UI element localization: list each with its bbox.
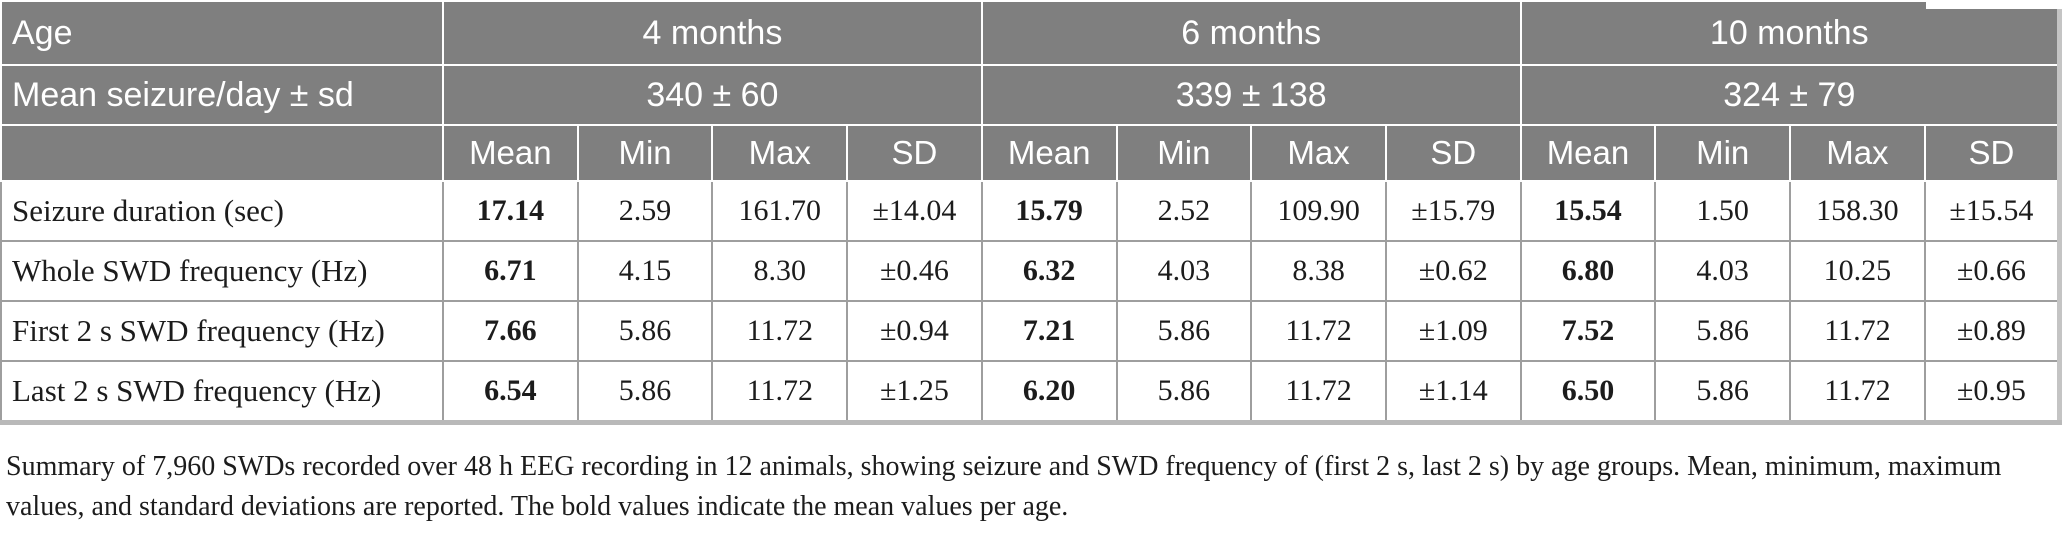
table-cell: ±15.54 <box>1923 180 2061 242</box>
col-header-max-4m: Max <box>711 124 849 182</box>
col-header-mean-10m: Mean <box>1519 124 1657 182</box>
table-row: First 2 s SWD frequency (Hz) 7.66 5.86 1… <box>0 300 2061 362</box>
table-cell: 11.72 <box>1250 360 1387 424</box>
table-cell: 5.86 <box>1115 300 1253 362</box>
table-cell: ±0.89 <box>1923 300 2061 362</box>
col-header-max-10m: Max <box>1789 124 1926 182</box>
stat-header-row: Mean Min Max SD Mean Min Max SD Mean Min… <box>0 124 2061 182</box>
table-cell: 7.21 <box>980 300 1118 362</box>
col-header-sd-6m: SD <box>1384 124 1522 182</box>
table-cell: 4.03 <box>1115 240 1253 302</box>
table-cell: 11.72 <box>1789 300 1926 362</box>
mean-seizure-6-months: 339 ± 138 <box>980 64 1522 126</box>
table-cell: ±1.25 <box>846 360 983 424</box>
table-corner-artifact <box>1926 0 2068 9</box>
table-cell: 8.30 <box>711 240 849 302</box>
mean-seizure-label-cell: Mean seizure/day ± sd <box>0 64 444 126</box>
table-cell: 15.79 <box>980 180 1118 242</box>
table-cell: 11.72 <box>1789 360 1926 424</box>
mean-seizure-4-months: 340 ± 60 <box>442 64 983 126</box>
table-cell: ±0.66 <box>1923 240 2061 302</box>
table-cell: 11.72 <box>711 300 849 362</box>
table-caption: Summary of 7,960 SWDs recorded over 48 h… <box>6 451 2002 522</box>
age-group-10-months: 10 months <box>1519 0 2061 66</box>
table-row: Seizure duration (sec) 17.14 2.59 161.70… <box>0 180 2061 242</box>
table-cell: 4.15 <box>576 240 714 302</box>
col-header-min-10m: Min <box>1654 124 1792 182</box>
table-cell: 6.20 <box>980 360 1118 424</box>
table-cell: 5.86 <box>1654 360 1792 424</box>
table-cell: ±14.04 <box>846 180 983 242</box>
col-header-max-6m: Max <box>1250 124 1387 182</box>
col-header-sd-4m: SD <box>846 124 983 182</box>
mean-seizure-row: Mean seizure/day ± sd 340 ± 60 339 ± 138… <box>0 64 2061 126</box>
table-header: Age 4 months 6 months 10 months Mean sei… <box>0 0 2061 182</box>
table-cell: 7.52 <box>1519 300 1657 362</box>
table-cell: 4.03 <box>1654 240 1792 302</box>
swd-summary-table: Age 4 months 6 months 10 months Mean sei… <box>0 0 2062 425</box>
mean-seizure-10-months: 324 ± 79 <box>1519 64 2061 126</box>
age-group-6-months: 6 months <box>980 0 1522 66</box>
table-cell: 161.70 <box>711 180 849 242</box>
table-cell: 5.86 <box>1115 360 1253 424</box>
age-group-4-months: 4 months <box>442 0 983 66</box>
row-label: First 2 s SWD frequency (Hz) <box>0 300 444 362</box>
table-cell: 6.50 <box>1519 360 1657 424</box>
table-cell: 17.14 <box>442 180 579 242</box>
table-row: Whole SWD frequency (Hz) 6.71 4.15 8.30 … <box>0 240 2061 302</box>
table-cell: 15.54 <box>1519 180 1657 242</box>
age-header-cell: Age <box>0 0 444 66</box>
table-cell: 158.30 <box>1789 180 1926 242</box>
row-label: Whole SWD frequency (Hz) <box>0 240 444 302</box>
col-header-mean-6m: Mean <box>980 124 1118 182</box>
table-cell: 5.86 <box>1654 300 1792 362</box>
table-cell: 7.66 <box>442 300 579 362</box>
table-cell: ±0.95 <box>1923 360 2061 424</box>
table-cell: 10.25 <box>1789 240 1926 302</box>
table-cell: 5.86 <box>576 360 714 424</box>
col-header-min-6m: Min <box>1115 124 1253 182</box>
table-cell: ±15.79 <box>1384 180 1522 242</box>
table-cell: 2.52 <box>1115 180 1253 242</box>
table-cell: 2.59 <box>576 180 714 242</box>
empty-corner-cell <box>0 124 444 182</box>
col-header-min-4m: Min <box>576 124 714 182</box>
row-label: Last 2 s SWD frequency (Hz) <box>0 360 444 424</box>
table-cell: 6.71 <box>442 240 579 302</box>
col-header-mean-4m: Mean <box>442 124 579 182</box>
table-row: Last 2 s SWD frequency (Hz) 6.54 5.86 11… <box>0 360 2061 424</box>
age-group-row: Age 4 months 6 months 10 months <box>0 0 2061 66</box>
table-body: Seizure duration (sec) 17.14 2.59 161.70… <box>0 180 2061 424</box>
table-cell: ±0.94 <box>846 300 983 362</box>
table-cell: 5.86 <box>576 300 714 362</box>
col-header-sd-10m: SD <box>1923 124 2061 182</box>
table-cell: 6.32 <box>980 240 1118 302</box>
table-cell: 11.72 <box>711 360 849 424</box>
table-cell: 6.54 <box>442 360 579 424</box>
row-label: Seizure duration (sec) <box>0 180 444 242</box>
table-cell: ±0.62 <box>1384 240 1522 302</box>
table-cell: 11.72 <box>1250 300 1387 362</box>
table-cell: 6.80 <box>1519 240 1657 302</box>
table-cell: ±1.09 <box>1384 300 1522 362</box>
table-cell: ±1.14 <box>1384 360 1522 424</box>
table-cell: ±0.46 <box>846 240 983 302</box>
table-cell: 1.50 <box>1654 180 1792 242</box>
table-cell: 8.38 <box>1250 240 1387 302</box>
table-cell: 109.90 <box>1250 180 1387 242</box>
